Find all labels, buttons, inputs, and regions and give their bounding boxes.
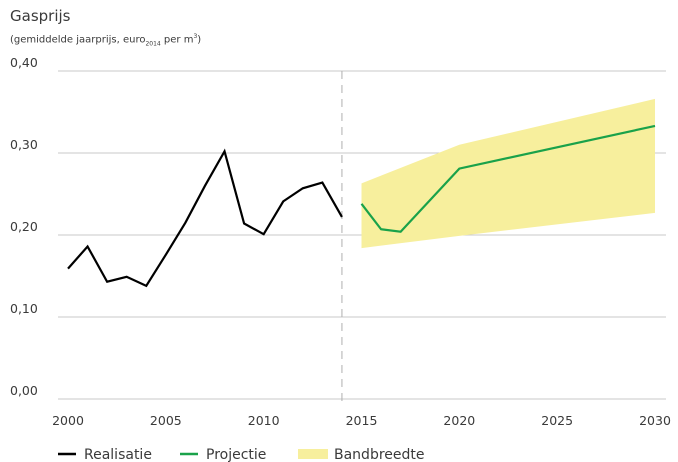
band-area — [361, 98, 655, 249]
band-layer — [361, 98, 655, 249]
series-line-realisatie — [67, 148, 343, 288]
y-tick-label-3: 0,30 — [10, 137, 38, 152]
subtitle-sub: 2014 — [145, 40, 161, 48]
y-tick-label-0: 0,00 — [10, 383, 38, 398]
x-tick-label-5: 2025 — [541, 413, 573, 428]
legend: Realisatie Projectie Bandbreedte — [58, 447, 425, 462]
x-tick-label-0: 2000 — [52, 413, 84, 428]
series-line-projectie — [360, 124, 656, 233]
subtitle-end: ) — [197, 34, 202, 46]
y-tick-label-1: 0,10 — [10, 301, 38, 316]
y-tick-label-4: 0,40 — [10, 55, 38, 70]
legend-swatch-bandbreedte — [298, 449, 328, 459]
series-layer — [67, 124, 656, 288]
chart-subtitle: (gemiddelde jaarprijs, euro2014 per m3) — [10, 33, 201, 47]
subtitle-mid: per m — [160, 34, 194, 46]
subtitle-main: (gemiddelde jaarprijs, euro — [10, 34, 146, 46]
y-tick-label-2: 0,20 — [10, 219, 38, 234]
x-tick-label-2: 2010 — [248, 413, 280, 428]
x-tick-label-3: 2015 — [346, 413, 378, 428]
chart-title: Gasprijs — [10, 7, 71, 25]
y-tick-labels: 0,00 0,10 0,20 0,30 0,40 — [10, 55, 38, 398]
x-tick-label-1: 2005 — [150, 413, 182, 428]
legend-label-realisatie: Realisatie — [84, 447, 152, 462]
x-tick-label-6: 2030 — [639, 413, 671, 428]
legend-label-projectie: Projectie — [206, 447, 266, 462]
x-tick-labels: 2000 2005 2010 2015 2020 2025 2030 — [52, 413, 671, 428]
legend-label-bandbreedte: Bandbreedte — [334, 447, 425, 462]
x-tick-label-4: 2020 — [443, 413, 475, 428]
subtitle-sup: 3 — [193, 33, 198, 40]
